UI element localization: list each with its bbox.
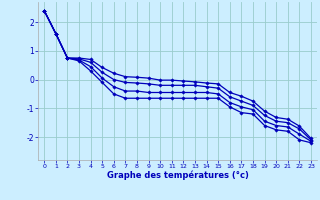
X-axis label: Graphe des températures (°c): Graphe des températures (°c) (107, 171, 249, 180)
